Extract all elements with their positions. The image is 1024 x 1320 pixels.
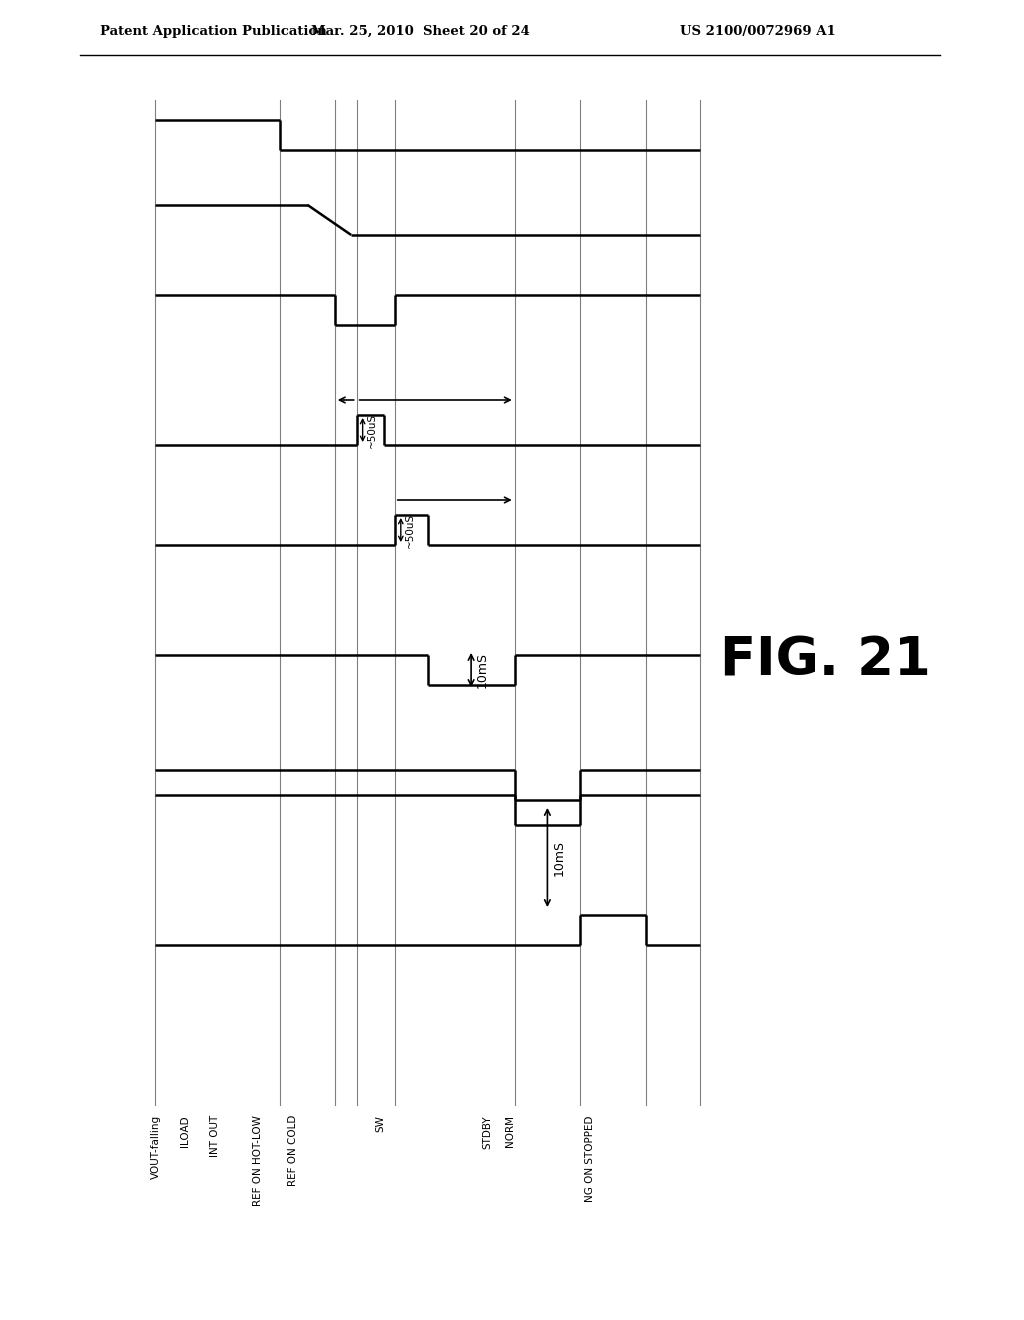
- Text: ~50uS: ~50uS: [404, 512, 415, 548]
- Text: STDBY: STDBY: [482, 1115, 492, 1148]
- Text: 10mS: 10mS: [552, 840, 565, 875]
- Text: Patent Application Publication: Patent Application Publication: [100, 25, 327, 38]
- Text: SW: SW: [375, 1115, 385, 1131]
- Text: 10mS: 10mS: [476, 652, 489, 688]
- Text: INT OUT: INT OUT: [210, 1115, 220, 1158]
- Text: ~50uS: ~50uS: [367, 412, 377, 447]
- Text: REF ON HOT-LOW: REF ON HOT-LOW: [253, 1115, 263, 1206]
- Text: Mar. 25, 2010  Sheet 20 of 24: Mar. 25, 2010 Sheet 20 of 24: [310, 25, 529, 38]
- Text: FIG. 21: FIG. 21: [720, 634, 931, 686]
- Text: REF ON COLD: REF ON COLD: [288, 1115, 298, 1187]
- Text: VOUT-falling: VOUT-falling: [151, 1115, 161, 1179]
- Text: US 2100/0072969 A1: US 2100/0072969 A1: [680, 25, 836, 38]
- Text: ILOAD: ILOAD: [180, 1115, 190, 1147]
- Text: NG ON STOPPED: NG ON STOPPED: [585, 1115, 595, 1201]
- Text: NORM: NORM: [505, 1115, 515, 1147]
